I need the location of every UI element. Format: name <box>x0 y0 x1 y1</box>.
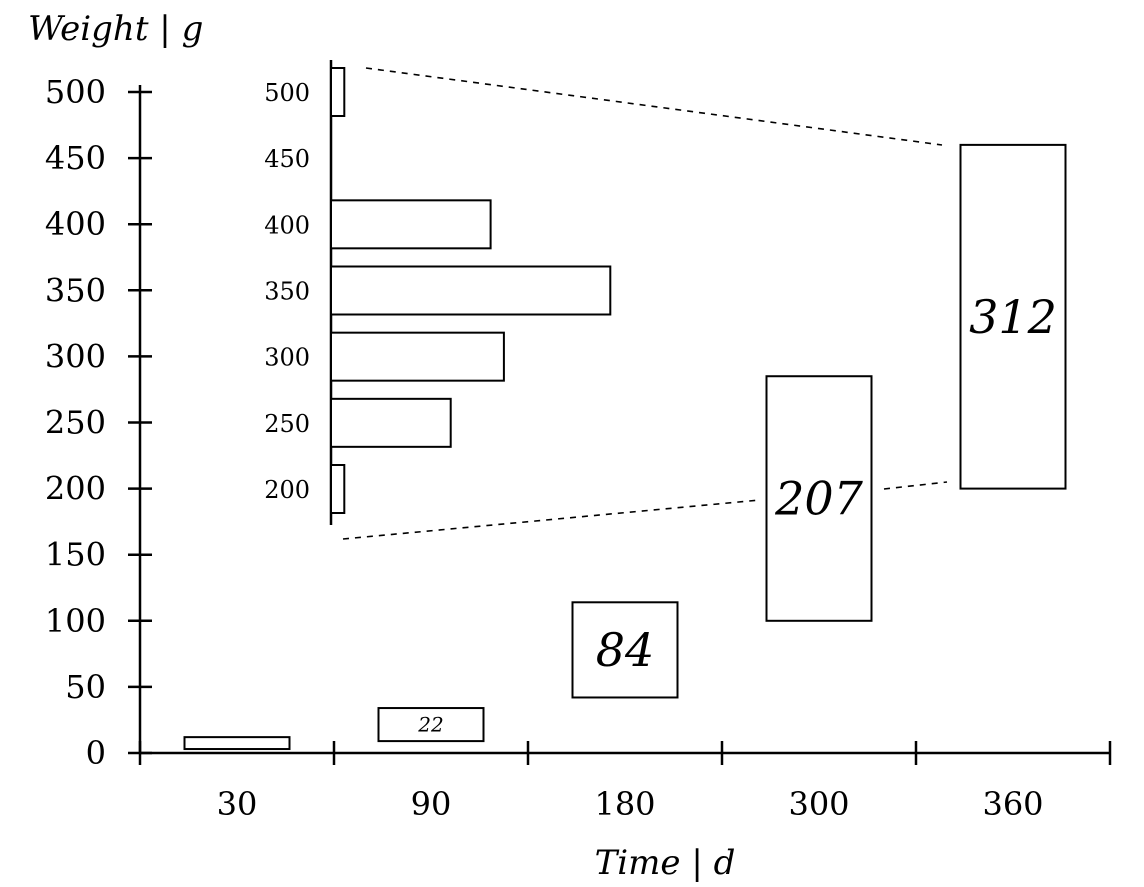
range-box-label: 312 <box>969 290 1057 344</box>
inset-tick-label: 500 <box>264 79 310 107</box>
range-box-label: 84 <box>596 623 655 677</box>
inset-bar <box>330 199 492 250</box>
inset-tick-label: 400 <box>264 211 310 239</box>
main-axes: 0 50 100 150 200 250 300 350 400 450 500 30 90 180 300… <box>45 73 1112 823</box>
inset-bar <box>330 397 452 448</box>
y-tick-label: 200 <box>45 470 106 508</box>
inset-histogram: 200 250 300 350 400 450 500 <box>264 60 612 525</box>
inset-tick-label: 250 <box>264 410 310 438</box>
range-box <box>377 707 485 743</box>
x-tick-label: 90 <box>411 785 452 823</box>
main-boxes: 22 84 207 312 <box>183 143 1067 751</box>
y-tick-label: 500 <box>45 73 106 111</box>
y-tick-label: 350 <box>45 271 106 309</box>
inset-tick-label: 300 <box>264 344 310 372</box>
connector-bottom-left <box>342 499 761 540</box>
inset-bar <box>330 464 346 514</box>
x-tick-label: 180 <box>594 785 655 823</box>
x-tick-label: 360 <box>982 785 1043 823</box>
range-box <box>183 736 291 751</box>
x-tick-label: 300 <box>788 785 849 823</box>
range-box-label: 207 <box>774 472 864 526</box>
connector-bottom-right <box>883 481 948 490</box>
range-box-label: 22 <box>417 713 443 737</box>
inset-bar <box>330 265 612 316</box>
y-tick-label: 300 <box>45 337 106 375</box>
zoom-connector-lines <box>342 67 948 540</box>
inset-tick-label: 200 <box>264 476 310 504</box>
inset-bar <box>330 67 346 117</box>
x-tick-label: 30 <box>217 785 258 823</box>
y-tick-label: 450 <box>45 139 106 177</box>
range-box <box>571 601 679 699</box>
inset-bar <box>330 331 505 382</box>
y-tick-label: 150 <box>45 536 106 574</box>
y-tick-label: 400 <box>45 205 106 243</box>
y-tick-label: 50 <box>65 668 106 706</box>
y-tick-label: 100 <box>45 602 106 640</box>
y-tick-label: 250 <box>45 404 106 442</box>
y-axis-title: Weight | g <box>28 9 203 49</box>
range-box <box>959 143 1067 490</box>
connector-top <box>365 67 943 146</box>
y-tick-label: 0 <box>86 734 106 772</box>
inset-tick-label: 350 <box>264 278 310 306</box>
range-box <box>765 375 873 622</box>
x-axis-title: Time | d <box>595 843 736 883</box>
inset-tick-label: 450 <box>264 145 310 173</box>
